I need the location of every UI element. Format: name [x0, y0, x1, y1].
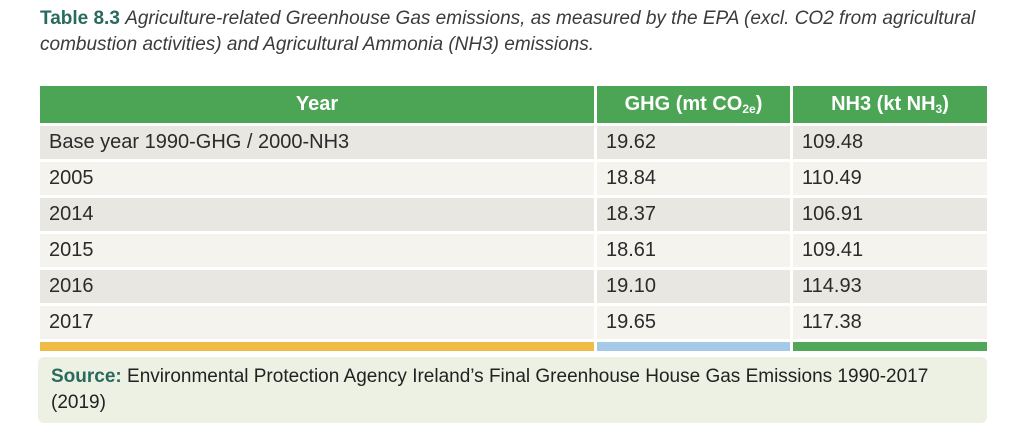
cell-ghg: 19.62: [597, 126, 790, 159]
cell-nh3: 109.41: [793, 234, 987, 267]
cell-year: Base year 1990-GHG / 2000-NH3: [40, 126, 594, 159]
table-caption-text: Agriculture-related Greenhouse Gas emiss…: [40, 8, 976, 55]
emissions-table: Year GHG (mt CO 2e) NH3 (kt NH 3) Base yea…: [40, 86, 987, 351]
cell-nh3: 109.48: [793, 126, 987, 159]
footer-bar-year-segment: [40, 342, 594, 351]
table-caption-label: Table 8.3: [40, 8, 120, 29]
column-header-nh3: NH3 (kt NH 3): [793, 86, 987, 123]
table-caption: Table 8.3 Agriculture-related Greenhouse…: [40, 6, 985, 58]
cell-year: 2005: [40, 162, 594, 195]
cell-ghg: 19.10: [597, 270, 790, 303]
footer-bar-nh3-segment: [793, 342, 987, 351]
cell-nh3: 114.93: [793, 270, 987, 303]
column-header-nh3-label: NH3 (kt NH: [831, 93, 936, 115]
column-header-nh3-suffix: ): [942, 93, 949, 115]
cell-ghg: 19.65: [597, 306, 790, 339]
column-header-ghg: GHG (mt CO 2e): [597, 86, 790, 123]
column-header-ghg-suffix: ): [755, 93, 763, 115]
cell-ghg: 18.61: [597, 234, 790, 267]
source-note: Source: Environmental Protection Agency …: [38, 357, 987, 423]
cell-year: 2016: [40, 270, 594, 303]
cell-ghg: 18.37: [597, 198, 790, 231]
cell-year: 2014: [40, 198, 594, 231]
cell-year: 2015: [40, 234, 594, 267]
source-label: Source:: [51, 366, 122, 387]
cell-year: 2017: [40, 306, 594, 339]
footer-bar-ghg-segment: [597, 342, 790, 351]
cell-ghg: 18.84: [597, 162, 790, 195]
column-header-ghg-label: GHG (mt CO: [624, 93, 743, 115]
cell-nh3: 110.49: [793, 162, 987, 195]
column-header-year-label: Year: [295, 93, 339, 115]
cell-nh3: 106.91: [793, 198, 987, 231]
column-header-year: Year: [40, 86, 594, 123]
cell-nh3: 117.38: [793, 306, 987, 339]
source-text: Environmental Protection Agency Ireland’…: [51, 366, 929, 413]
